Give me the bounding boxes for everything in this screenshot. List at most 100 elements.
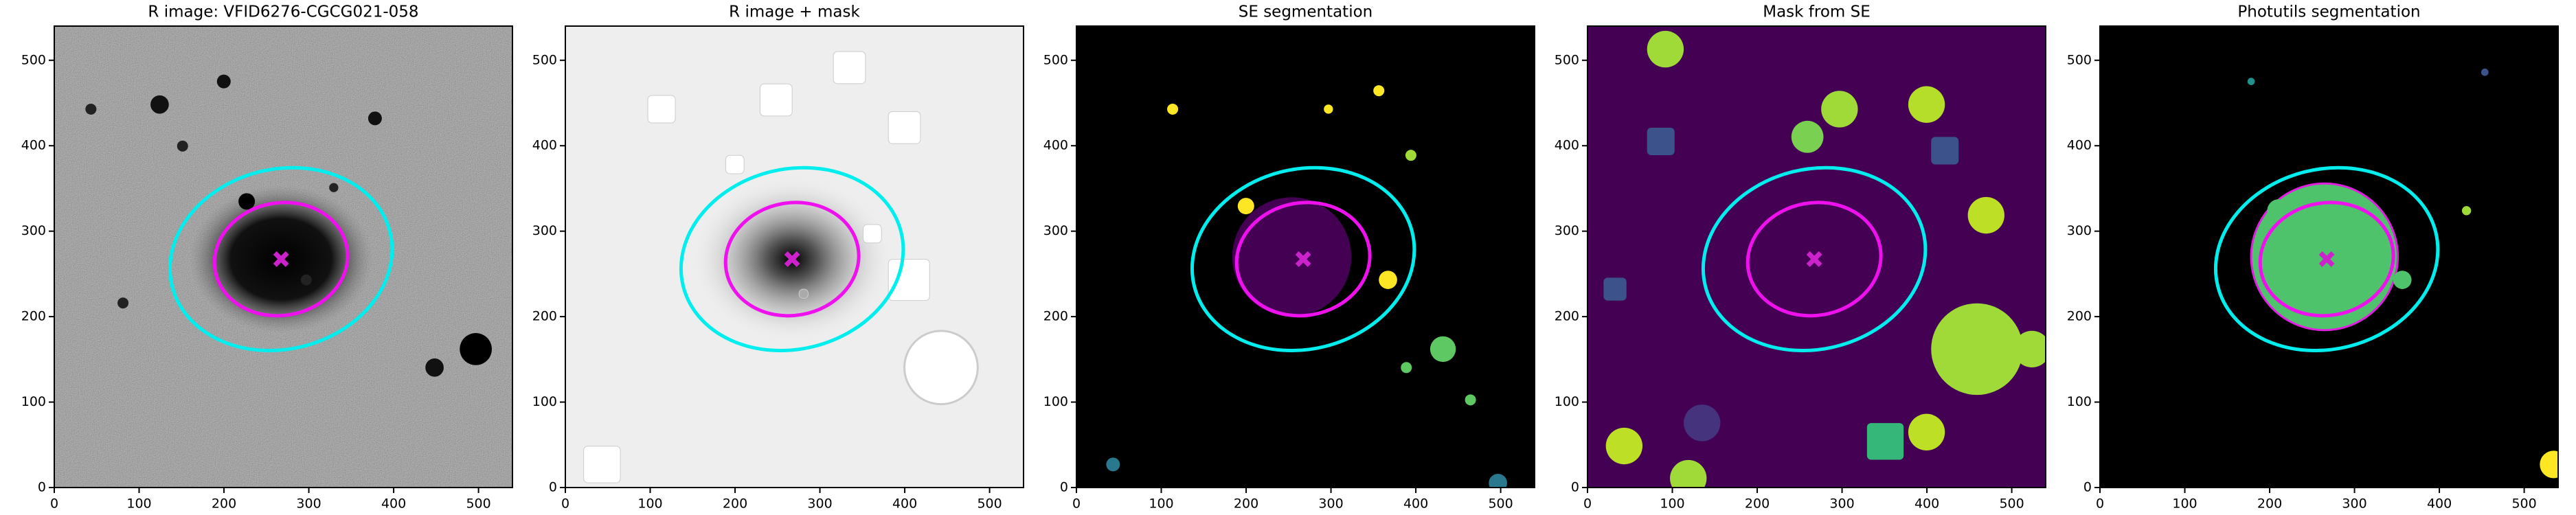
y-tick-label: 400 <box>1555 138 1579 153</box>
y-tick-label: 0 <box>549 480 557 495</box>
blob <box>1379 271 1397 289</box>
x-tick-label: 200 <box>1745 496 1770 512</box>
x-tick-label: 100 <box>637 496 662 512</box>
inner-ellipse <box>2258 201 2395 318</box>
y-tick-label: 300 <box>1043 223 1068 238</box>
y-tick-label: 300 <box>21 223 46 238</box>
center-marker <box>784 251 800 267</box>
blob <box>2393 271 2412 289</box>
blob <box>425 358 444 377</box>
y-tick-label: 400 <box>21 138 46 153</box>
x-tick-label: 200 <box>212 496 236 512</box>
y-tick-label: 100 <box>2067 394 2092 409</box>
x-tick-label: 500 <box>1488 496 1513 512</box>
image <box>1588 26 2046 488</box>
panel: R image + mask 0 100 200 300 400 500 0 100 200 300… <box>532 3 1024 512</box>
blob <box>725 154 745 174</box>
x-tick-label: 0 <box>50 496 58 512</box>
y-tick-label: 400 <box>532 138 557 153</box>
y-tick-label: 500 <box>2067 52 2092 67</box>
blob <box>1401 362 1412 374</box>
y-tick-label: 100 <box>532 394 557 409</box>
blob <box>329 183 339 192</box>
center-marker <box>273 251 289 267</box>
panel-title: R image: VFID6276-CGCG021-058 <box>148 3 418 21</box>
axes-frame <box>54 25 513 488</box>
image <box>2100 26 2558 488</box>
x-tick-label: 300 <box>1829 496 1854 512</box>
x-tick-label: 300 <box>296 496 321 512</box>
y-tick-label: 300 <box>1555 223 1579 238</box>
y-tick-label: 500 <box>1555 52 1579 67</box>
blob <box>300 274 312 286</box>
inner-ellipse <box>1745 201 1883 318</box>
blob <box>1821 91 1858 128</box>
y-tick-label: 400 <box>1043 138 1068 153</box>
blob <box>888 111 921 144</box>
blob <box>1324 104 1333 114</box>
blob <box>583 446 621 483</box>
x-tick-label: 100 <box>2172 496 2197 512</box>
x-tick-label: 300 <box>1318 496 1343 512</box>
outer-ellipse <box>2213 165 2440 353</box>
blob <box>1489 473 1507 488</box>
blob <box>1373 85 1385 97</box>
blob <box>1931 303 2023 396</box>
y-tick-label: 500 <box>532 52 557 67</box>
y-tick-label: 0 <box>38 480 46 495</box>
panel: SE segmentation 0 100 200 300 400 500 0 100 200 30… <box>1043 3 1535 512</box>
center-marker <box>2318 251 2335 267</box>
panel: Photutils segmentation 0 100 200 300 400 500 0 1… <box>2067 3 2559 512</box>
x-tick-label: 0 <box>561 496 569 512</box>
blob <box>1684 404 1721 442</box>
blob <box>216 74 231 89</box>
y-tick-label: 500 <box>21 52 46 67</box>
blob <box>1430 336 1456 363</box>
blob <box>1603 277 1627 301</box>
blob <box>1908 86 1945 123</box>
x-tick-label: 0 <box>2096 496 2104 512</box>
blob <box>2540 450 2558 479</box>
x-tick-label: 400 <box>2427 496 2452 512</box>
blob <box>150 95 169 114</box>
x-tick-label: 300 <box>2342 496 2366 512</box>
x-tick-label: 300 <box>807 496 832 512</box>
y-tick-label: 200 <box>21 309 46 324</box>
blob <box>238 193 256 210</box>
x-tick-label: 500 <box>2511 496 2536 512</box>
blob <box>1167 103 1179 115</box>
y-tick-label: 100 <box>1555 394 1579 409</box>
y-tick-label: 200 <box>1043 309 1068 324</box>
x-tick-label: 200 <box>2257 496 2282 512</box>
blob <box>1866 423 1904 460</box>
blob <box>460 333 492 365</box>
blob <box>177 140 188 152</box>
x-tick-label: 200 <box>1234 496 1258 512</box>
blob <box>1106 457 1120 472</box>
blob <box>903 330 979 406</box>
x-tick-label: 100 <box>126 496 151 512</box>
y-tick-label: 0 <box>1571 480 1579 495</box>
panel-title: R image + mask <box>729 3 860 21</box>
y-tick-label: 200 <box>2067 309 2092 324</box>
y-tick-label: 100 <box>21 394 46 409</box>
axes-frame <box>1076 25 1535 488</box>
panel-title: Photutils segmentation <box>2237 3 2420 21</box>
blob <box>117 297 129 309</box>
outer-ellipse <box>168 165 394 353</box>
blob <box>1465 394 1476 406</box>
blob <box>798 288 809 299</box>
center-marker <box>1295 251 1311 267</box>
inner-ellipse <box>723 201 861 318</box>
y-tick-label: 300 <box>2067 223 2092 238</box>
blob <box>647 95 676 124</box>
blob <box>1237 198 1254 215</box>
outer-ellipse <box>1190 165 1416 353</box>
blob <box>759 83 793 117</box>
blob <box>833 51 866 84</box>
image <box>54 26 512 488</box>
y-tick-label: 400 <box>2067 138 2092 153</box>
blob <box>85 103 97 115</box>
blob <box>2481 68 2489 76</box>
